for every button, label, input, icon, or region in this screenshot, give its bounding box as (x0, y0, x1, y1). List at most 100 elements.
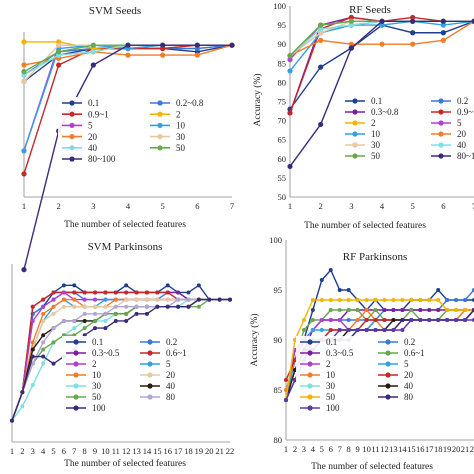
data-point (21, 69, 27, 75)
data-point (155, 297, 160, 302)
chart-title: SVM Parkinsons (88, 241, 163, 253)
chart-title: RF Parkinsons (343, 251, 408, 263)
y-tick-label: 80 (274, 435, 283, 445)
legend-swatch-marker (147, 383, 153, 389)
data-point (427, 298, 432, 302)
data-point (355, 308, 360, 312)
data-point (471, 18, 474, 24)
data-point (194, 52, 200, 58)
x-tick-label: 7 (338, 444, 342, 454)
x-tick-label: 14 (398, 444, 407, 454)
legend-swatch-marker (385, 339, 391, 345)
data-point (436, 298, 441, 302)
data-point (124, 297, 129, 302)
data-point (364, 318, 369, 322)
data-point (21, 39, 27, 45)
legend-swatch-marker (385, 394, 391, 400)
data-point (391, 298, 396, 302)
data-point (318, 26, 324, 32)
legend-swatch-marker (352, 120, 358, 126)
data-point (409, 318, 414, 322)
data-point (72, 283, 77, 288)
data-point (56, 62, 62, 68)
data-point (160, 42, 166, 48)
x-tick-label: 2 (57, 201, 61, 211)
x-tick-label: 13 (389, 444, 398, 454)
legend-swatch-marker (147, 394, 153, 400)
data-point (82, 326, 87, 331)
data-point (41, 333, 46, 338)
legend-swatch-marker (385, 361, 391, 367)
legend-entry: 10 (326, 370, 336, 380)
data-point (287, 110, 293, 116)
legend-entry: 0.1 (92, 337, 103, 347)
data-point (103, 290, 108, 295)
data-point (51, 340, 56, 345)
data-point (155, 290, 160, 295)
y-tick-label: 100 (269, 235, 282, 245)
data-point (409, 308, 414, 312)
data-point (373, 298, 378, 302)
series-line-12 (11, 298, 230, 421)
x-tick-label: 1 (284, 444, 288, 454)
data-point (61, 283, 66, 288)
x-tick-label: 15 (407, 444, 416, 454)
y-tick-label: 90 (278, 39, 287, 49)
x-tick-label: 11 (371, 444, 379, 454)
legend-swatch-marker (352, 109, 358, 115)
x-tick-label: 20 (205, 446, 214, 456)
legend-entry: 50 (371, 151, 381, 161)
legend-entry: 0.3~0.5 (92, 348, 120, 358)
legend-swatch-marker (352, 98, 358, 104)
data-point (41, 340, 46, 345)
legend-entry: 20 (88, 132, 98, 142)
data-point (61, 318, 66, 323)
data-point (440, 37, 446, 43)
legend-entry: 100 (92, 403, 106, 413)
data-point (418, 298, 423, 302)
data-point (292, 358, 297, 362)
legend-entry: 20 (404, 370, 414, 380)
legend-swatch-marker (147, 339, 153, 345)
legend-swatch-marker (438, 131, 444, 137)
legend-entry: 5 (88, 121, 93, 131)
legend-swatch-marker (147, 372, 153, 378)
y-tick-label: 65 (278, 135, 287, 145)
x-tick-label: 17 (174, 446, 183, 456)
data-point (41, 304, 46, 309)
data-point (176, 297, 181, 302)
data-point (373, 318, 378, 322)
x-tick-label: 4 (41, 446, 46, 456)
data-point (410, 41, 416, 47)
legend-entry: 30 (92, 381, 102, 391)
legend-entry: 10 (371, 129, 381, 139)
x-tick-label: 3 (302, 444, 306, 454)
data-point (348, 41, 354, 47)
x-tick-label: 8 (83, 446, 87, 456)
data-point (194, 42, 200, 48)
legend-swatch-marker (307, 372, 313, 378)
x-tick-label: 1 (288, 201, 292, 211)
x-tick-label: 3 (349, 201, 353, 211)
data-point (348, 18, 354, 24)
legend-swatch-marker (307, 350, 313, 356)
data-point (310, 328, 315, 332)
data-point (328, 298, 333, 302)
data-point (355, 328, 360, 332)
data-point (463, 308, 468, 312)
data-point (337, 328, 342, 332)
legend-entry: 2 (326, 359, 331, 369)
data-point (165, 297, 170, 302)
legend-swatch-marker (73, 361, 79, 367)
x-tick-label: 7 (472, 201, 474, 211)
data-point (427, 308, 432, 312)
data-point (217, 297, 222, 302)
data-point (124, 290, 129, 295)
legend-entry: 50 (176, 143, 186, 153)
data-point (348, 22, 354, 28)
x-tick-label: 4 (126, 201, 131, 211)
x-tick-label: 16 (416, 444, 425, 454)
data-point (228, 297, 232, 302)
x-tick-label: 18 (434, 444, 443, 454)
